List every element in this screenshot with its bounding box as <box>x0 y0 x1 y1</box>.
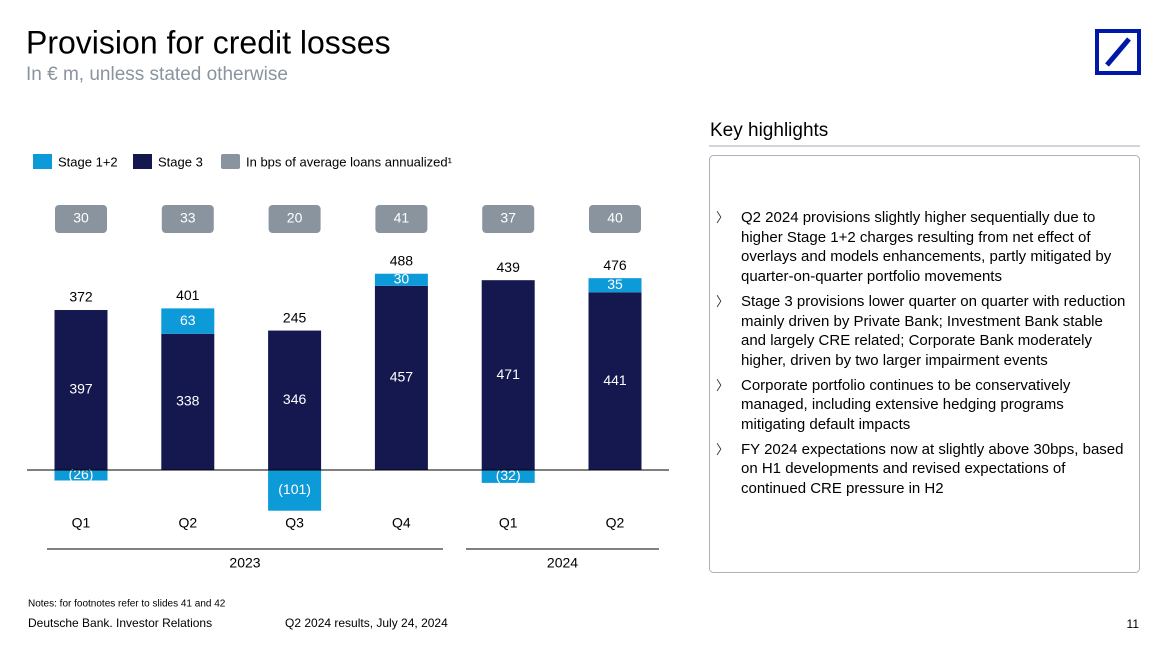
bar-stage12 <box>481 470 535 483</box>
total-label: 401 <box>176 287 200 303</box>
value-label: (32) <box>496 467 521 483</box>
legend-label: In bps of average loans annualized¹ <box>246 154 453 169</box>
page-number: 11 <box>1127 617 1140 631</box>
bps-label: 41 <box>394 210 410 226</box>
bps-box <box>589 205 641 233</box>
x-tick-label: Q2 <box>606 515 625 531</box>
value-label: 441 <box>603 372 627 388</box>
total-label: 372 <box>69 289 93 305</box>
bps-label: 30 <box>73 210 89 226</box>
legend-label: Stage 1+2 <box>58 154 118 169</box>
bullet: 〉 Q2 2024 provisions slightly higher sequ… <box>716 208 1126 287</box>
bar-stage12 <box>268 470 322 511</box>
bullet-marker: 〉 <box>716 210 730 225</box>
bar-stage12 <box>161 308 215 334</box>
bar-stage3 <box>374 285 428 470</box>
notes: Notes: for footnotes refer to slides 41 … <box>28 599 226 610</box>
bps-label: 20 <box>287 210 303 226</box>
value-label: 457 <box>390 369 414 385</box>
total-label: 439 <box>497 259 521 275</box>
bullet-text: FY 2024 expectations now at slightly abo… <box>741 440 1124 498</box>
bps-box <box>375 205 428 233</box>
logo <box>1095 29 1141 75</box>
x-tick-label: Q2 <box>178 515 197 531</box>
bar-stage3 <box>268 330 322 470</box>
x-tick-label: Q4 <box>392 515 411 531</box>
bps-box <box>161 205 214 233</box>
x-tick-label: Q1 <box>72 515 91 531</box>
bullet-text: Corporate portfolio continues to be cons… <box>741 376 1071 434</box>
value-label: 346 <box>283 391 307 407</box>
bullet: 〉 FY 2024 expectations now at slightly ab… <box>716 440 1126 499</box>
bullet: 〉 Stage 3 provisions lower quarter on qua… <box>716 292 1126 371</box>
value-label: 63 <box>180 312 196 328</box>
value-label: 338 <box>176 393 200 409</box>
bar-stage12 <box>588 278 642 293</box>
bps-box <box>268 205 321 233</box>
subtitle: In € m, unless stated otherwise <box>26 64 288 85</box>
bps-label: 33 <box>180 210 196 226</box>
bullet-text: Q2 2024 provisions slightly higher seque… <box>741 209 1112 286</box>
bps-box <box>482 205 535 233</box>
bullet-marker: 〉 <box>716 293 730 309</box>
legend-swatch <box>221 154 240 169</box>
bullet: 〉 Corporate portfolio continues to be con… <box>716 376 1126 435</box>
value-label: 397 <box>69 381 93 397</box>
bar-stage12 <box>374 273 428 286</box>
highlights-list: 〉 Q2 2024 provisions slightly higher sequ… <box>716 208 1126 504</box>
total-label: 476 <box>603 257 627 273</box>
value-label: 471 <box>497 366 521 382</box>
legend-swatch <box>133 154 152 169</box>
bps-label: 40 <box>607 210 623 226</box>
legend-swatch <box>33 154 52 169</box>
bullet-marker: 〉 <box>716 377 730 393</box>
bullet-text: Stage 3 provisions lower quarter on quar… <box>741 292 1126 369</box>
bar-stage12 <box>54 470 108 481</box>
x-tick-label: Q3 <box>285 515 304 531</box>
value-label: (101) <box>278 481 311 497</box>
x-tick-label: Q1 <box>499 515 518 531</box>
total-label: 245 <box>283 309 307 325</box>
title: Provision for credit losses <box>26 24 391 60</box>
group-label: 2024 <box>547 555 578 571</box>
group-label: 2023 <box>229 555 260 571</box>
total-label: 488 <box>390 252 414 268</box>
bullet-marker: 〉 <box>716 441 730 457</box>
value-label: 30 <box>394 270 410 286</box>
value-label: 35 <box>607 276 623 292</box>
footer-source: Deutsche Bank. Investor Relations <box>28 616 212 630</box>
bar-stage3 <box>161 333 215 470</box>
highlights-box <box>709 155 1140 573</box>
highlights-title: Key highlights <box>710 120 828 141</box>
bar-stage3 <box>54 310 108 470</box>
bps-label: 37 <box>500 210 516 226</box>
value-label: (26) <box>69 466 94 482</box>
bar-stage3 <box>588 292 642 470</box>
legend-label: Stage 3 <box>158 154 203 169</box>
bar-stage3 <box>481 280 535 470</box>
footer-event: Q2 2024 results, July 24, 2024 <box>285 616 448 630</box>
bps-box <box>55 205 107 233</box>
